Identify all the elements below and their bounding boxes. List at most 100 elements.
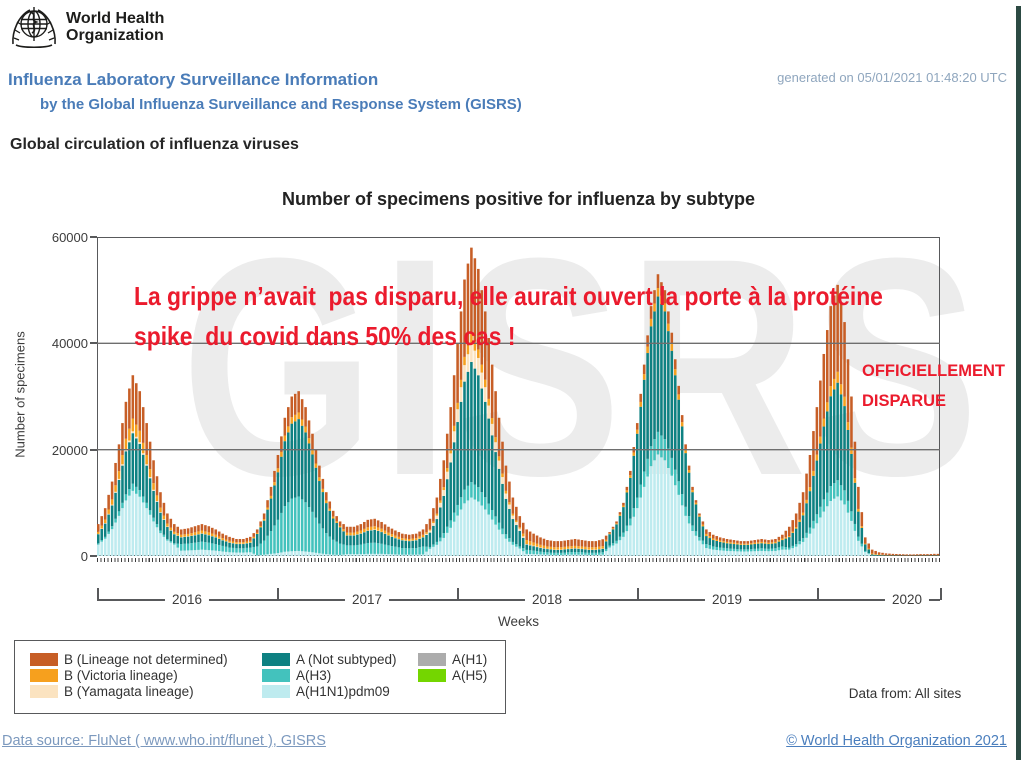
bar-segment xyxy=(819,436,822,444)
bar-segment xyxy=(459,379,463,388)
bar-segment xyxy=(418,531,421,537)
bar-segment xyxy=(857,486,860,509)
bar-segment xyxy=(594,547,598,550)
bar-segment xyxy=(584,540,587,547)
bar-segment xyxy=(318,477,321,482)
bar-segment xyxy=(442,537,446,556)
bar-segment xyxy=(673,369,677,376)
bar-segment xyxy=(449,407,452,449)
bar-segment xyxy=(407,534,411,539)
bar-segment xyxy=(915,554,919,556)
bar-segment xyxy=(366,530,370,543)
bar-segment xyxy=(825,330,829,403)
bar-segment xyxy=(850,453,853,512)
bar-segment xyxy=(383,530,387,534)
bar-segment xyxy=(138,496,142,556)
bar-segment xyxy=(801,538,805,542)
bar-segment xyxy=(701,521,705,525)
bar-segment xyxy=(622,532,625,537)
bar-segment xyxy=(421,546,425,555)
bar-segment xyxy=(556,541,560,548)
bar-segment xyxy=(159,530,162,534)
bar-segment xyxy=(580,554,584,556)
bar-segment xyxy=(145,454,148,465)
bar-segment xyxy=(128,442,131,490)
bar-segment xyxy=(293,497,297,552)
bar-segment xyxy=(794,546,798,556)
bar-segment xyxy=(328,554,332,556)
bar-segment xyxy=(204,525,207,532)
bar-segment xyxy=(615,524,618,541)
bar-segment xyxy=(850,511,853,521)
bar-segment xyxy=(166,538,169,541)
bar-segment xyxy=(325,492,328,501)
bar-segment xyxy=(573,552,577,555)
bar-segment xyxy=(497,460,501,469)
bar-segment xyxy=(245,543,249,548)
bar-segment xyxy=(193,526,197,533)
copyright-link[interactable]: © World Health Organization 2021 xyxy=(786,733,1007,749)
bar-segment xyxy=(449,448,452,454)
bar-segment xyxy=(117,479,121,512)
bar-segment xyxy=(525,540,528,545)
bar-segment xyxy=(103,523,107,524)
bar-segment xyxy=(649,326,653,447)
bar-segment xyxy=(435,497,439,514)
bar-segment xyxy=(559,554,563,556)
bar-segment xyxy=(563,554,566,556)
bar-segment xyxy=(179,544,183,551)
bar-segment xyxy=(200,530,204,534)
bar-segment xyxy=(390,536,394,547)
bar-segment xyxy=(912,554,915,556)
bar-segment xyxy=(794,513,798,528)
bar-segment xyxy=(667,448,670,469)
bar-segment xyxy=(746,544,750,550)
bar-segment xyxy=(183,543,186,551)
who-logo-text: World Health Organization xyxy=(66,10,164,44)
bar-segment xyxy=(335,522,338,542)
bar-segment xyxy=(183,528,186,535)
bar-segment xyxy=(166,513,169,524)
bar-segment xyxy=(494,437,497,443)
legend-swatch-a_h1 xyxy=(418,653,446,666)
bar-segment xyxy=(224,541,228,547)
bar-segment xyxy=(566,552,570,555)
bar-segment xyxy=(794,528,798,545)
bar-segment xyxy=(204,534,207,543)
bar-segment xyxy=(483,497,487,510)
bar-segment xyxy=(121,423,124,455)
bar-segment xyxy=(635,429,639,434)
bar-segment xyxy=(881,552,884,555)
bar-segment xyxy=(314,449,318,464)
bar-segment xyxy=(428,546,432,549)
bar-segment xyxy=(843,406,846,491)
bar-segment xyxy=(787,526,791,537)
bar-segment xyxy=(649,446,653,467)
bar-segment xyxy=(694,504,698,532)
year-label: 2020 xyxy=(884,592,930,607)
legend-swatch-b_yam xyxy=(30,685,58,698)
bar-segment xyxy=(231,547,235,553)
bar-segment xyxy=(490,423,494,436)
bar-segment xyxy=(895,554,898,556)
bar-segment xyxy=(477,487,480,502)
bar-segment xyxy=(618,536,622,541)
data-source-link[interactable]: Data source: FluNet ( www.who.int/flunet… xyxy=(2,733,326,749)
bar-segment xyxy=(238,542,242,544)
bar-segment xyxy=(646,353,649,459)
bar-segment xyxy=(331,518,335,540)
bar-segment xyxy=(207,550,211,556)
bar-segment xyxy=(197,534,200,543)
bar-segment xyxy=(200,549,204,556)
bar-segment xyxy=(376,553,380,556)
bar-segment xyxy=(622,505,625,508)
bar-segment xyxy=(601,548,604,553)
bar-segment xyxy=(822,353,826,419)
bar-segment xyxy=(784,547,788,550)
bar-segment xyxy=(463,503,466,556)
bar-segment xyxy=(774,550,777,556)
bar-segment xyxy=(746,543,750,545)
bar-segment xyxy=(463,356,466,366)
bar-segment xyxy=(781,540,784,547)
bar-segment xyxy=(207,542,211,551)
